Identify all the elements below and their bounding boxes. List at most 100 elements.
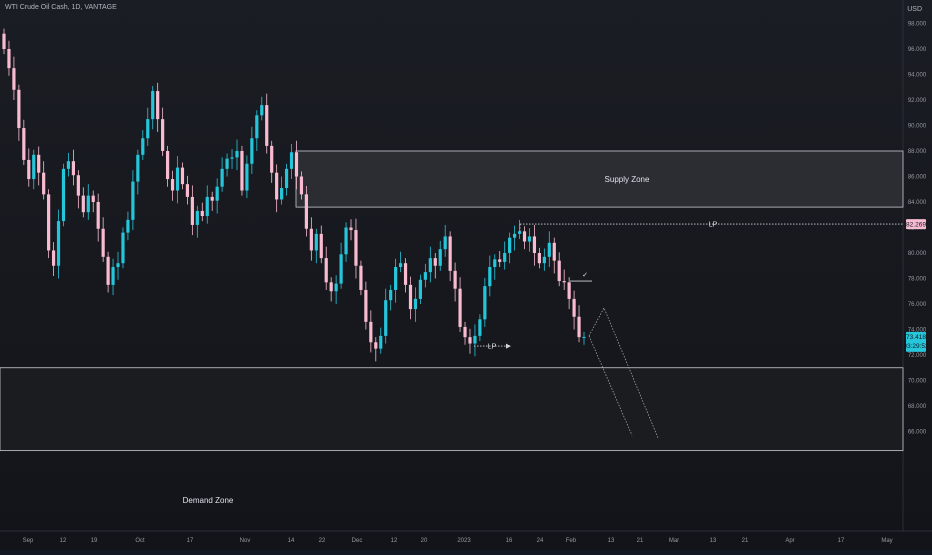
candle-body [493,259,497,268]
currency-label: USD [907,6,922,13]
price-tick-label: 74.000 [908,328,927,334]
candle-body [369,321,373,343]
price-tick-label: 76.000 [908,302,927,308]
candle-body [329,282,333,292]
liquidity-label-top: LP [709,222,718,229]
price-tick-label: 88.000 [908,149,927,155]
candle-body [161,119,165,151]
candle-body [433,258,437,266]
candle-body [498,259,502,262]
countdown-label: 03:29:53 [903,343,929,350]
candle-body [359,265,363,290]
candle-body [146,119,150,139]
candle-body [61,168,66,222]
candle-body [156,91,160,120]
time-tick-label: 17 [838,538,845,544]
candle-body [547,242,551,257]
candle-body [210,196,214,201]
candle-body [508,237,512,253]
time-tick-label: 12 [60,538,67,544]
candle-body [260,105,264,116]
last-price-badge [906,331,926,352]
demand-zone[interactable] [0,367,904,452]
candle-body [522,231,527,242]
candle-body [394,267,398,290]
candle-body [280,187,284,200]
candle-body [542,256,546,264]
candle-body [344,227,348,255]
candle-body [42,172,46,195]
level-price-badge [906,219,926,230]
time-tick-label: May [881,538,892,544]
time-tick-label: 12 [391,538,398,544]
candle-body [289,152,294,169]
candle-body [76,175,80,196]
time-tick-label: Nov [240,538,251,544]
candle-body [165,151,170,180]
price-tick-label: 86.000 [908,175,927,181]
candle-body [126,219,130,233]
time-tick-label: Sep [23,538,34,544]
price-tick-label: 68.000 [908,404,927,410]
candle-body [463,326,467,338]
time-tick-label: 13 [608,538,615,544]
candle-body [215,186,219,201]
candle-body [12,68,16,90]
candle-body [81,195,85,213]
candles [2,28,586,362]
price-tick-label: 98.000 [908,22,927,28]
candle-body [334,283,338,292]
time-tick-label: Apr [785,538,794,544]
candle-body [265,105,269,146]
candle-body [255,115,259,139]
candle-body [116,263,120,268]
candle-body [478,319,482,336]
candle-body [27,159,31,180]
time-tick-label: 2023 [457,538,471,544]
time-tick-label: 14 [288,538,295,544]
candle-body [250,138,254,164]
candle-body [468,337,472,344]
candle-body [423,272,427,280]
candle-body [230,157,234,159]
price-tick-label: 92.000 [908,98,927,104]
level-price-label: 82.269 [906,221,926,228]
candle-body [567,282,571,299]
candle-body [384,300,388,336]
time-tick-label: Mar [669,538,679,544]
candle-body [47,194,51,251]
candle-body [304,194,308,229]
candle-body [91,195,95,202]
time-tick-label: 21 [742,538,749,544]
candle-body [195,210,199,225]
candle-body [537,253,541,264]
candle-body [527,236,532,242]
supply-zone[interactable] [295,150,904,208]
candle-body [220,168,224,187]
candle-body [458,288,462,327]
projection-path-inner [588,335,633,436]
candle-body [136,154,140,182]
candle-body [2,33,6,49]
candle-body [96,202,100,229]
price-tick-label: 78.000 [908,277,927,283]
candle-body [225,158,229,169]
candle-body [66,161,71,169]
price-tick-label: 94.000 [908,73,927,79]
candle-body [185,184,190,197]
candle-body [319,233,323,259]
candle-body [483,286,487,320]
candle-body [512,233,517,238]
symbol-title: WTI Crude Oil Cash, 1D, VANTAGE [5,4,117,11]
price-tick-label: 72.000 [908,353,927,359]
candle-body [364,289,368,322]
candle-body [379,335,383,349]
candle-body [532,236,537,253]
price-tick-label: 80.000 [908,251,927,257]
time-axis: Sep 12 19 Oct 17 Nov 14 22 Dec 12 20 2023 16 24 Feb 13 2… [23,538,893,544]
candle-body [141,138,145,155]
candle-body [309,228,313,251]
candle-body [175,167,180,191]
